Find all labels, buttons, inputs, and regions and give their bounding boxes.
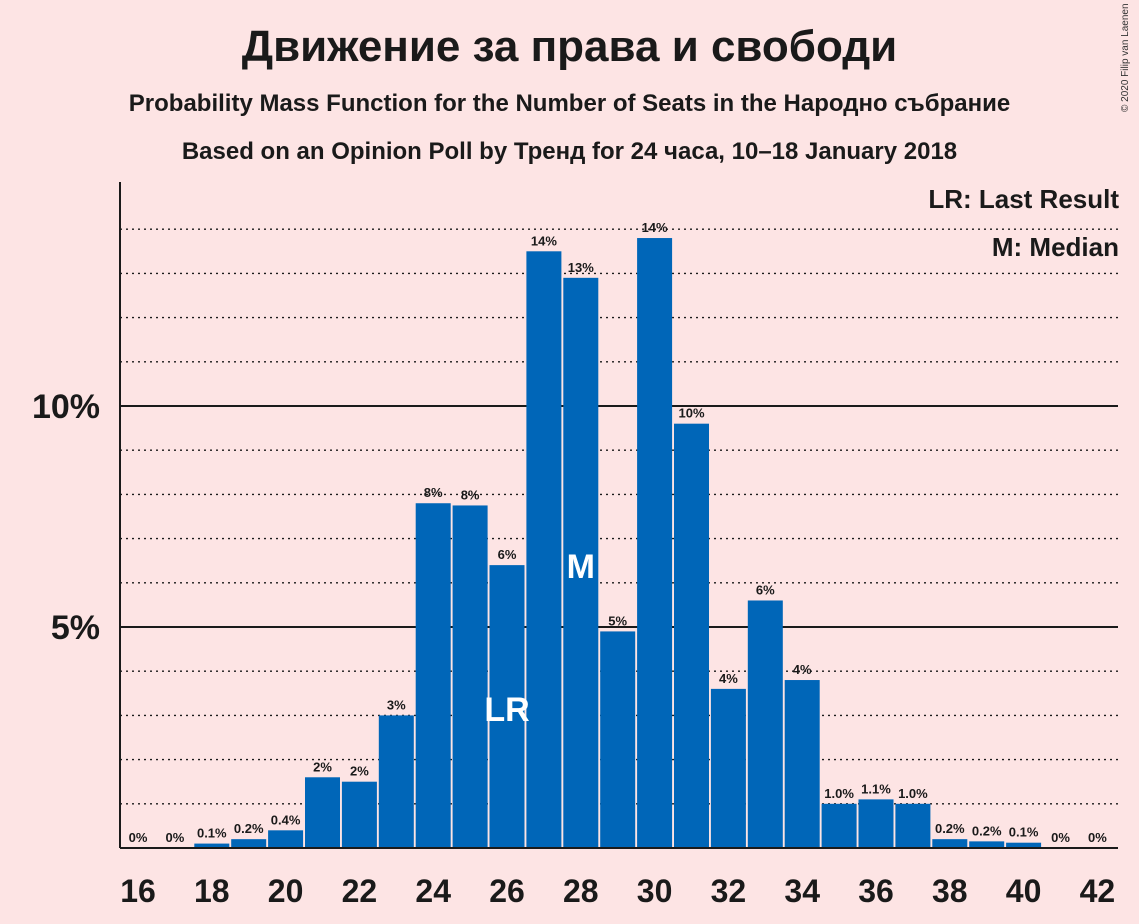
chart-title: Движение за права и свободи xyxy=(241,22,898,71)
axes: 5% 10% 16 18 20 22 24 26 28 30 32 34 36 38 40 42 xyxy=(32,182,1118,909)
bar-seat-31 xyxy=(674,423,709,848)
x-tick-label: 30 xyxy=(637,873,673,909)
bar-seat-25 xyxy=(452,505,488,848)
bar-markers: LR M xyxy=(484,548,595,729)
bar-seat-27 xyxy=(526,251,562,849)
data-label-seat-18: 0.1% xyxy=(197,826,227,841)
x-tick-label: 24 xyxy=(415,873,451,909)
bar-seat-22 xyxy=(341,781,377,848)
data-label-seat-42: 0% xyxy=(1088,830,1107,845)
data-label-seat-33: 6% xyxy=(756,582,775,597)
bar-seat-21 xyxy=(305,777,340,848)
legend-median: M: Median xyxy=(991,232,1119,262)
x-tick-label: 16 xyxy=(120,873,156,909)
bar-seat-19 xyxy=(231,839,267,848)
data-label-seat-39: 0.2% xyxy=(972,823,1002,838)
data-label-seat-35: 1.0% xyxy=(824,786,854,801)
data-labels: 0% 0% 0.1% 0.2% 0.4% 2% 2% 3% 8% 8% 6% 14% 13% 5% 14% 1… xyxy=(129,220,1108,845)
bar-seat-37 xyxy=(895,803,931,848)
bar-seat-39 xyxy=(969,841,1005,848)
y-tick-label: 5% xyxy=(51,609,100,647)
data-label-seat-40: 0.1% xyxy=(1009,825,1039,840)
bar-seat-36 xyxy=(858,799,894,848)
data-label-seat-36: 1.1% xyxy=(861,781,891,796)
bar-seat-33 xyxy=(747,600,783,848)
bar-seat-26 xyxy=(489,565,525,848)
x-tick-label: 36 xyxy=(858,873,894,909)
data-label-seat-24: 8% xyxy=(424,485,443,500)
x-tick-label: 42 xyxy=(1080,873,1116,909)
bar-seat-29 xyxy=(600,631,636,848)
data-label-seat-41: 0% xyxy=(1051,830,1070,845)
chart-source: Based on an Opinion Poll by Тренд for 24… xyxy=(181,138,958,165)
bar-seat-40 xyxy=(1006,842,1042,848)
bar-seat-20 xyxy=(268,830,304,848)
bar-seat-34 xyxy=(784,680,820,848)
last-result-marker: LR xyxy=(484,691,529,729)
data-label-seat-20: 0.4% xyxy=(271,812,301,827)
median-marker: M xyxy=(567,548,595,586)
legend-last-result: LR: Last Result xyxy=(928,184,1119,214)
x-tick-label: 32 xyxy=(711,873,747,909)
bar-seat-38 xyxy=(932,839,968,848)
bar-seat-18 xyxy=(194,843,230,848)
bar-seat-24 xyxy=(415,503,451,848)
bar-seat-23 xyxy=(378,715,414,848)
data-label-seat-23: 3% xyxy=(387,697,406,712)
data-label-seat-32: 4% xyxy=(719,671,738,686)
data-label-seat-29: 5% xyxy=(608,613,627,628)
data-label-seat-30: 14% xyxy=(642,220,668,235)
data-label-seat-34: 4% xyxy=(793,662,812,677)
x-tick-label: 22 xyxy=(342,873,378,909)
x-tick-label: 34 xyxy=(784,873,820,909)
x-tick-label: 40 xyxy=(1006,873,1042,909)
bar-seat-32 xyxy=(710,688,746,848)
data-label-seat-21: 2% xyxy=(313,759,332,774)
bar-seat-30 xyxy=(637,238,673,849)
data-label-seat-31: 10% xyxy=(678,406,704,421)
data-label-seat-38: 0.2% xyxy=(935,821,965,836)
x-tick-label: 38 xyxy=(932,873,968,909)
data-label-seat-16: 0% xyxy=(129,830,148,845)
data-label-seat-17: 0% xyxy=(166,830,185,845)
data-label-seat-25: 8% xyxy=(461,487,480,502)
bar-seat-35 xyxy=(821,803,857,848)
bars xyxy=(194,238,1042,849)
data-label-seat-37: 1.0% xyxy=(898,786,928,801)
data-label-seat-27: 14% xyxy=(531,233,557,248)
data-label-seat-26: 6% xyxy=(498,547,517,562)
x-tick-label: 26 xyxy=(489,873,525,909)
bar-seat-28 xyxy=(563,277,599,848)
data-label-seat-19: 0.2% xyxy=(234,821,264,836)
x-tick-label: 20 xyxy=(268,873,304,909)
y-tick-label: 10% xyxy=(32,388,100,426)
data-label-seat-28: 13% xyxy=(568,260,594,275)
data-label-seat-22: 2% xyxy=(350,764,369,779)
x-tick-label: 28 xyxy=(563,873,599,909)
chart-subtitle: Probability Mass Function for the Number… xyxy=(128,90,1011,117)
x-tick-label: 18 xyxy=(194,873,230,909)
